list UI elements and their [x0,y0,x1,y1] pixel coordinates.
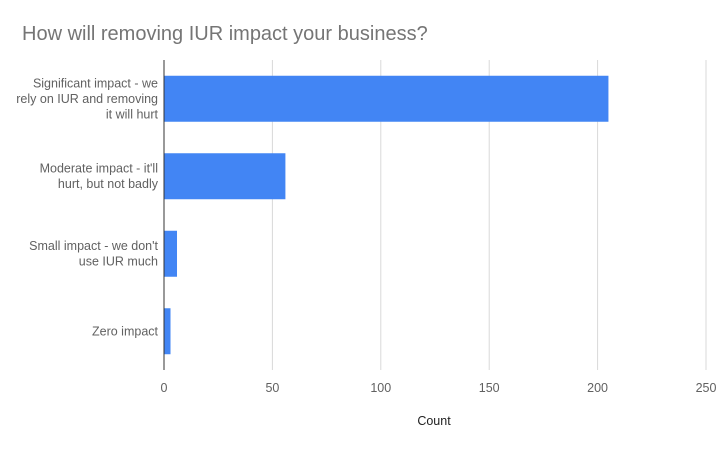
category-label: Significant impact - we rely on IUR and r… [16,76,158,121]
bar [164,75,609,122]
category-labels: Significant impact - we rely on IUR and r… [16,76,158,338]
x-tick-label: 200 [587,381,608,395]
x-tick-label: 150 [479,381,500,395]
chart-title: How will removing IUR impact your busine… [22,23,428,45]
x-tick-labels: 0 50 100 150 200 250 [161,381,717,395]
x-axis-title: Count [417,414,451,428]
x-tick-label: 250 [696,381,717,395]
x-tick-label: 100 [370,381,391,395]
bar [164,230,178,277]
category-label: Zero impact [92,324,159,338]
category-label: Moderate impact - it'll hurt, but not bad… [40,162,159,192]
category-label: Small impact - we don't use IUR much [29,239,158,269]
bars [164,75,609,355]
bar [164,153,286,200]
x-tick-label: 50 [265,381,279,395]
x-tick-label: 0 [161,381,168,395]
bar [164,308,171,355]
